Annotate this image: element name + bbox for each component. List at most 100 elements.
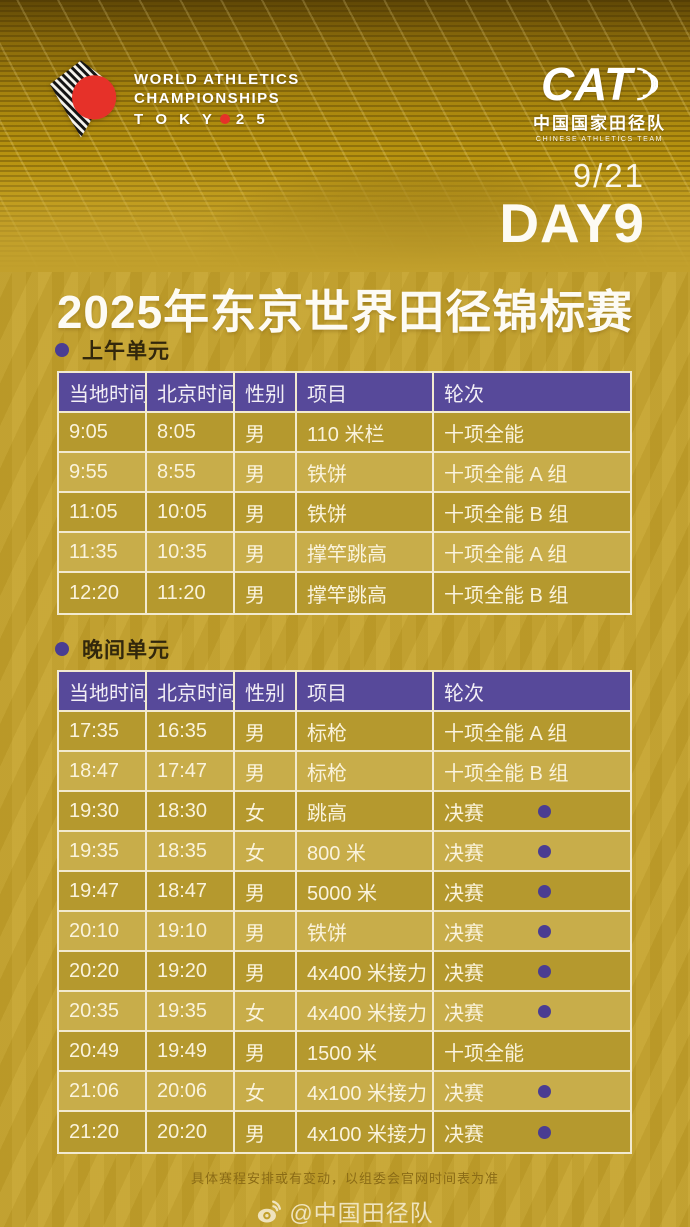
table-row: 19:47 18:47 男 5000 米决赛	[59, 872, 630, 912]
cell-round: 决赛	[434, 872, 630, 912]
table-body: 9:05 8:05 男 110 米栏 十项全能 9:55 8:55 男铁饼 十项全能 A 组 11…	[59, 413, 630, 613]
round-text: 决赛	[444, 842, 484, 865]
table-row: 20:35 19:35 女 4x400 米接力 决赛	[59, 992, 630, 1032]
cell-gender: 男	[235, 453, 297, 493]
final-dot-icon	[538, 844, 551, 858]
cell-local-time: 20:49	[59, 1032, 147, 1072]
page-title: 2025年东京世界田径锦标赛	[56, 286, 634, 338]
table-row: 19:30 18:30 女跳高 决赛	[59, 792, 630, 832]
cell-local-time: 21:20	[59, 1112, 147, 1152]
cell-event: 1500 米	[297, 1032, 434, 1072]
cell-gender: 女	[235, 832, 297, 872]
table-row: 11:35 10:35 男撑竿跳高 十项全能 A 组	[59, 533, 630, 573]
round-text: 决赛	[444, 1002, 484, 1025]
table-row: 17:35 16:35 男标枪 十项全能 A 组	[59, 712, 630, 752]
cell-round: 十项全能	[434, 413, 630, 453]
cell-local-time: 9:05	[59, 413, 147, 453]
cell-round: 十项全能 A 组	[434, 533, 630, 573]
bullet-icon	[55, 343, 69, 357]
sessions: 上午单元 当地时间 北京时间 性别 项目 轮次 9:05 8:05 男 110 米栏 十项全能 9…	[0, 338, 690, 1154]
cell-beijing-time: 20:20	[147, 1112, 235, 1152]
cell-local-time: 20:10	[59, 912, 147, 952]
cell-beijing-time: 8:05	[147, 413, 235, 453]
cell-local-time: 20:35	[59, 992, 147, 1032]
cell-local-time: 17:35	[59, 712, 147, 752]
cell-local-time: 11:35	[59, 533, 147, 573]
round-text: 决赛	[444, 1082, 484, 1105]
cell-local-time: 19:47	[59, 872, 147, 912]
world-athletics-logo: WORLD ATHLETICS CHAMPIONSHIPS T O K Y 2 …	[40, 58, 300, 140]
cell-event: 4x100 米接力	[297, 1072, 434, 1112]
cell-beijing-time: 17:47	[147, 752, 235, 792]
table-row: 11:05 10:05 男铁饼 十项全能 B 组	[59, 493, 630, 533]
table-row: 19:35 18:35 女 800 米决赛	[59, 832, 630, 872]
day-label: DAY9	[499, 192, 645, 254]
schedule-table: 当地时间 北京时间 性别 项目 轮次 17:35 16:35 男标枪 十项全能 A 组 18:4…	[57, 670, 632, 1154]
session-label: 晚间单元	[55, 637, 690, 662]
cell-beijing-time: 16:35	[147, 712, 235, 752]
cell-beijing-time: 19:10	[147, 912, 235, 952]
cell-event: 铁饼	[297, 493, 434, 533]
cell-event: 铁饼	[297, 453, 434, 493]
cell-event: 撑竿跳高	[297, 573, 434, 613]
round-text: 十项全能 B 组	[444, 584, 569, 607]
round-text: 十项全能	[444, 1042, 524, 1065]
cell-event: 4x100 米接力	[297, 1112, 434, 1152]
date-label: 9/21	[572, 157, 645, 194]
column-header: 轮次	[434, 373, 630, 413]
cell-beijing-time: 18:30	[147, 792, 235, 832]
wa-logo-line1: WORLD ATHLETICS	[134, 70, 300, 88]
final-dot-icon	[538, 804, 551, 818]
track-arcs-icon	[637, 67, 659, 101]
cell-local-time: 11:05	[59, 493, 147, 533]
table-row: 20:49 19:49 男 1500 米十项全能	[59, 1032, 630, 1072]
cell-local-time: 12:20	[59, 573, 147, 613]
final-dot-icon	[538, 884, 551, 898]
table-header-row: 当地时间 北京时间 性别 项目 轮次	[59, 672, 630, 712]
cell-event: 撑竿跳高	[297, 533, 434, 573]
final-dot-icon	[538, 1125, 551, 1139]
cell-gender: 女	[235, 1072, 297, 1112]
team-name-en: CHINESE ATHLETICS TEAM	[535, 136, 664, 143]
cell-round: 十项全能	[434, 1032, 630, 1072]
column-header: 北京时间	[147, 672, 235, 712]
cell-gender: 男	[235, 493, 297, 533]
cell-gender: 男	[235, 912, 297, 952]
column-header: 北京时间	[147, 373, 235, 413]
table-row: 18:47 17:47 男标枪 十项全能 B 组	[59, 752, 630, 792]
cat-acronym: CAT	[540, 58, 633, 110]
cell-beijing-time: 19:35	[147, 992, 235, 1032]
cell-round: 决赛	[434, 992, 630, 1032]
wa-logo-line3: T O K Y 2 5	[134, 110, 300, 129]
column-header: 项目	[297, 672, 434, 712]
cell-event: 铁饼	[297, 912, 434, 952]
cell-beijing-time: 8:55	[147, 453, 235, 493]
session: 上午单元 当地时间 北京时间 性别 项目 轮次 9:05 8:05 男 110 米栏 十项全能 9…	[0, 338, 690, 615]
cell-gender: 男	[235, 533, 297, 573]
round-text: 十项全能 B 组	[444, 503, 569, 526]
cell-round: 决赛	[434, 1072, 630, 1112]
table-body: 17:35 16:35 男标枪 十项全能 A 组 18:47 17:47 男标枪 十项全能 B…	[59, 712, 630, 1152]
column-header: 当地时间	[59, 672, 147, 712]
round-text: 十项全能	[444, 423, 524, 446]
cell-event: 4x400 米接力	[297, 952, 434, 992]
cell-gender: 男	[235, 1112, 297, 1152]
red-dot-icon	[219, 114, 230, 124]
tokyo-post: 2 5	[235, 110, 269, 128]
wa-logo-line2: CHAMPIONSHIPS	[134, 89, 281, 107]
column-header: 当地时间	[59, 373, 147, 413]
round-text: 决赛	[444, 962, 484, 985]
cell-event: 跳高	[297, 792, 434, 832]
session-label-text: 上午单元	[82, 340, 170, 363]
cat-wordmark: CAT	[533, 58, 666, 110]
team-name-cn: 中国国家田径队	[533, 114, 666, 133]
session: 晚间单元 当地时间 北京时间 性别 项目 轮次 17:35 16:35 男标枪 十项全能 A …	[0, 637, 690, 1154]
table-row: 20:10 19:10 男铁饼 决赛	[59, 912, 630, 952]
cat-team-logo: CAT 中国国家田径队 CHINESE ATHLETICS TEAM	[533, 58, 666, 143]
cell-round: 十项全能 B 组	[434, 493, 630, 533]
cell-gender: 男	[235, 872, 297, 912]
cell-gender: 男	[235, 573, 297, 613]
final-dot-icon	[538, 1004, 551, 1018]
cell-beijing-time: 18:35	[147, 832, 235, 872]
